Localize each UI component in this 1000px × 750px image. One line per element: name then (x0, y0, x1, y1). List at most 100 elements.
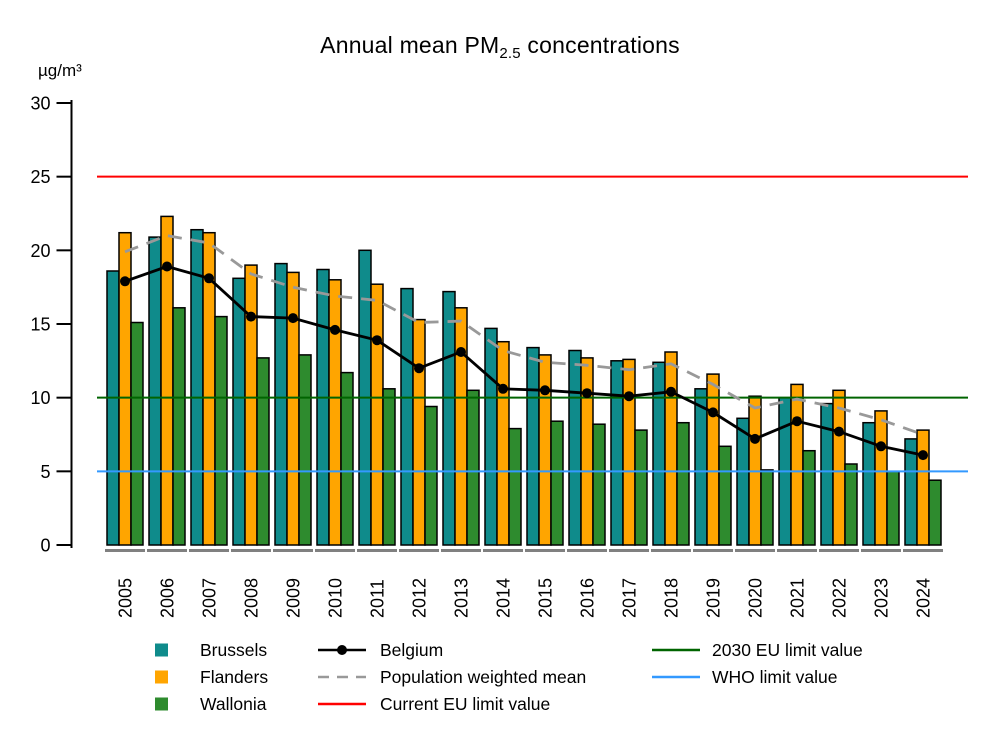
x-tick-label-2013: 2013 (452, 578, 472, 618)
line-path-population-weighted-mean (124, 234, 924, 436)
legend-swatch-wallonia (155, 697, 168, 711)
line-point-belgium-2005 (120, 276, 130, 287)
bar-wallonia-2013 (466, 389, 480, 546)
bar-brussels-2009 (274, 262, 288, 546)
y-tick-label: 20 (30, 241, 50, 261)
bar-flanders-2012 (412, 318, 426, 546)
bar-flanders-2023 (874, 410, 888, 546)
x-tick-label-2017: 2017 (620, 578, 640, 618)
x-tick-label-2015: 2015 (536, 578, 556, 618)
legend-swatch-dot-belgium (337, 645, 347, 655)
bar-wallonia-2018 (676, 421, 690, 546)
chart-title-prefix: Annual mean PM (320, 32, 500, 58)
line-point-belgium-2023 (876, 441, 886, 452)
line-point-belgium-2009 (288, 313, 298, 324)
bar-brussels-2018 (652, 361, 666, 546)
bars-flanders (118, 215, 930, 546)
bar-wallonia-2020 (760, 469, 774, 546)
legend-label-current-eu-limit-value: Current EU limit value (380, 694, 550, 714)
bar-wallonia-2008 (256, 357, 270, 546)
legend-label-wallonia: Wallonia (200, 694, 267, 714)
x-tick-label-2007: 2007 (200, 578, 220, 618)
line-path-belgium (124, 265, 924, 457)
line-belgium (120, 261, 928, 461)
y-tick-label: 10 (30, 388, 50, 408)
line-point-belgium-2024 (918, 450, 928, 461)
bar-wallonia-2012 (424, 405, 438, 546)
bar-wallonia-2009 (298, 354, 312, 546)
bar-brussels-2012 (400, 287, 414, 546)
y-tick-label: 0 (40, 536, 50, 556)
bar-flanders-2024 (916, 429, 930, 546)
bar-flanders-2008 (244, 264, 258, 546)
line-point-belgium-2017 (624, 391, 634, 402)
bar-brussels-2019 (694, 388, 708, 546)
legend-label-brussels: Brussels (200, 640, 267, 660)
bar-wallonia-2022 (844, 463, 858, 546)
x-tick-label-2019: 2019 (704, 578, 724, 618)
bar-flanders-2016 (580, 357, 594, 546)
bar-brussels-2017 (610, 360, 624, 546)
x-tick-label-2012: 2012 (410, 578, 430, 618)
y-tick-label: 30 (30, 94, 50, 114)
bar-wallonia-2019 (718, 445, 732, 546)
x-tick-label-2016: 2016 (578, 578, 598, 618)
line-point-belgium-2010 (330, 324, 340, 335)
line-point-belgium-2019 (708, 407, 718, 418)
bar-wallonia-2011 (382, 388, 396, 546)
bars-brussels (106, 228, 918, 546)
y-tick-label: 15 (30, 315, 50, 335)
line-population-weighted-mean (124, 234, 924, 436)
x-tick-label-2005: 2005 (116, 578, 136, 618)
bar-brussels-2020 (736, 417, 750, 546)
legend-label-flanders: Flanders (200, 667, 268, 687)
line-point-belgium-2014 (498, 383, 508, 394)
bar-flanders-2014 (496, 340, 510, 546)
bar-flanders-2010 (328, 279, 342, 546)
line-point-belgium-2006 (162, 261, 172, 272)
line-point-belgium-2013 (456, 347, 466, 357)
bar-flanders-2017 (622, 358, 636, 546)
x-tick-label-2020: 2020 (746, 578, 766, 618)
x-tick-label-2022: 2022 (830, 578, 850, 618)
legend-label-population-weighted-mean: Population weighted mean (380, 667, 586, 687)
bar-wallonia-2016 (592, 423, 606, 546)
chart-title-subscript: 2.5 (499, 45, 521, 62)
bars-wallonia (130, 307, 942, 546)
bar-brussels-2013 (442, 290, 456, 546)
bar-brussels-2022 (820, 402, 834, 546)
chart-title-suffix: concentrations (520, 32, 680, 58)
x-tick-label-2011: 2011 (368, 579, 388, 618)
line-point-belgium-2007 (204, 273, 214, 284)
x-tick-label-2021: 2021 (788, 578, 808, 618)
legend: Brussels Flanders Wallonia Belgium Populatio… (155, 640, 863, 714)
bar-wallonia-2017 (634, 429, 648, 546)
bar-wallonia-2021 (802, 449, 816, 546)
line-point-belgium-2015 (540, 385, 550, 396)
legend-swatch-brussels (155, 643, 168, 657)
bar-wallonia-2014 (508, 427, 522, 546)
bar-flanders-2019 (706, 373, 720, 546)
bar-flanders-2011 (370, 283, 384, 546)
y-axis: 0 5 10 15 20 25 30 (30, 94, 73, 556)
bar-wallonia-2023 (886, 470, 900, 546)
bar-brussels-2016 (568, 349, 582, 546)
x-tick-label-2024: 2024 (914, 578, 934, 618)
x-tick-label-2018: 2018 (662, 578, 682, 618)
legend-label-belgium: Belgium (380, 640, 443, 660)
y-axis-unit-label: µg/m³ (38, 61, 82, 80)
bar-brussels-2014 (484, 327, 498, 546)
bar-brussels-2005 (106, 270, 120, 546)
bar-flanders-2013 (454, 307, 468, 546)
x-tick-label-2008: 2008 (242, 578, 262, 618)
bar-wallonia-2015 (550, 420, 564, 546)
legend-label-who-limit-value: WHO limit value (712, 667, 837, 687)
x-tick-label-2014: 2014 (494, 578, 514, 618)
bar-brussels-2008 (232, 277, 246, 546)
bar-wallonia-2010 (340, 371, 354, 546)
bar-wallonia-2006 (172, 307, 186, 546)
bar-brussels-2015 (526, 346, 540, 546)
y-tick-label: 5 (40, 462, 50, 482)
bar-flanders-2018 (664, 351, 678, 546)
